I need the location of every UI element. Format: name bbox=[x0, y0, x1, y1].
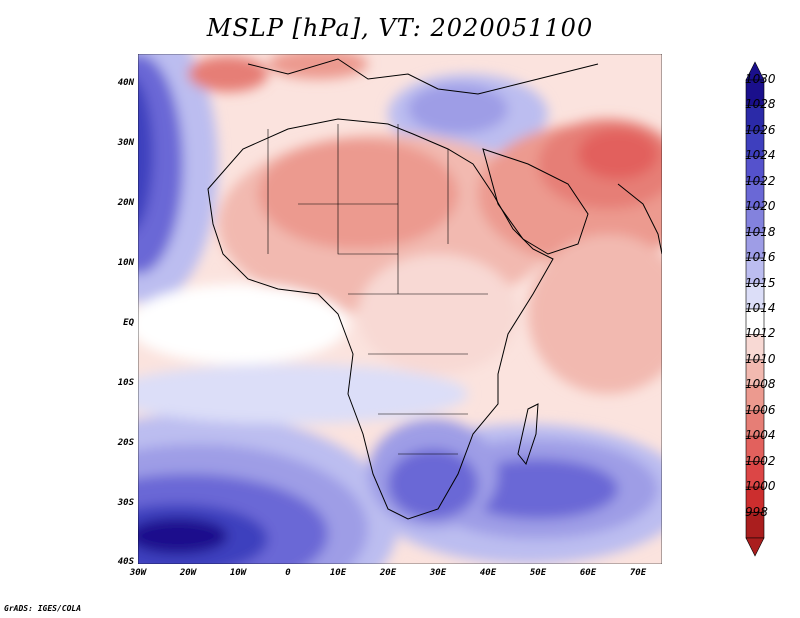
country-borders bbox=[267, 124, 488, 455]
lat-label: 20S bbox=[117, 438, 134, 448]
lat-label: 20N bbox=[117, 198, 134, 208]
lat-label: 30S bbox=[117, 498, 134, 508]
colorbar-level-label: 1008 bbox=[745, 377, 776, 392]
colorbar-level-label: 1026 bbox=[745, 122, 776, 137]
map-canvas bbox=[138, 54, 662, 564]
colorbar-level-label: 1024 bbox=[745, 148, 776, 163]
lat-label: EQ bbox=[123, 318, 134, 328]
colorbar-level-label: 1014 bbox=[745, 301, 776, 315]
credit-text: GrADS: IGES/COLA bbox=[4, 604, 82, 613]
india-coastline bbox=[617, 183, 662, 255]
colorbar-level-label: 1002 bbox=[745, 453, 776, 468]
colorbar-level-label: 1028 bbox=[745, 97, 776, 112]
lon-label: 10E bbox=[329, 568, 347, 578]
colorbar bbox=[745, 61, 765, 557]
colorbar-level-label: 1006 bbox=[745, 402, 776, 417]
arabia-coastline bbox=[482, 148, 589, 255]
colorbar-level-label: 1004 bbox=[745, 428, 776, 443]
lon-label: 30W bbox=[129, 568, 147, 578]
europe-coastline bbox=[247, 58, 599, 95]
colorbar-level-label: 1012 bbox=[745, 326, 776, 341]
colorbar-level-label: 1010 bbox=[745, 351, 776, 366]
colorbar-level-label: 1030 bbox=[745, 72, 776, 86]
lat-label: 30N bbox=[117, 138, 134, 148]
colorbar-level-label: 1000 bbox=[745, 479, 776, 494]
lon-label: 0 bbox=[285, 568, 291, 578]
africa-coastline bbox=[207, 118, 554, 520]
map-title: MSLP [hPa], VT: 2020051100 bbox=[206, 14, 594, 42]
lon-label: 30E bbox=[429, 568, 447, 578]
lon-label: 10W bbox=[229, 568, 247, 578]
lat-label: 10N bbox=[117, 258, 134, 268]
colorbar-level-label: 1018 bbox=[745, 224, 776, 239]
lat-label: 40S bbox=[117, 557, 134, 567]
colorbar-level-label: 1015 bbox=[745, 275, 776, 290]
colorbar-bottom-arrow bbox=[745, 537, 765, 557]
madagascar-coastline bbox=[517, 403, 539, 466]
colorbar-level-label: 1016 bbox=[745, 250, 776, 265]
lon-label: 70E bbox=[629, 568, 647, 578]
lat-label: 10S bbox=[117, 378, 134, 388]
pressure-field bbox=[138, 54, 662, 564]
colorbar-level-label: 998 bbox=[745, 504, 768, 519]
lon-label: 60E bbox=[579, 568, 597, 578]
lon-label: 20W bbox=[179, 568, 197, 578]
lon-label: 40E bbox=[479, 568, 497, 578]
lon-label: 20E bbox=[379, 568, 397, 578]
colorbar-level-label: 1022 bbox=[745, 173, 776, 188]
colorbar-level-label: 1020 bbox=[745, 199, 776, 214]
lon-label: 50E bbox=[529, 568, 547, 578]
pressure-map[interactable] bbox=[138, 54, 662, 564]
lat-label: 40N bbox=[117, 78, 134, 88]
